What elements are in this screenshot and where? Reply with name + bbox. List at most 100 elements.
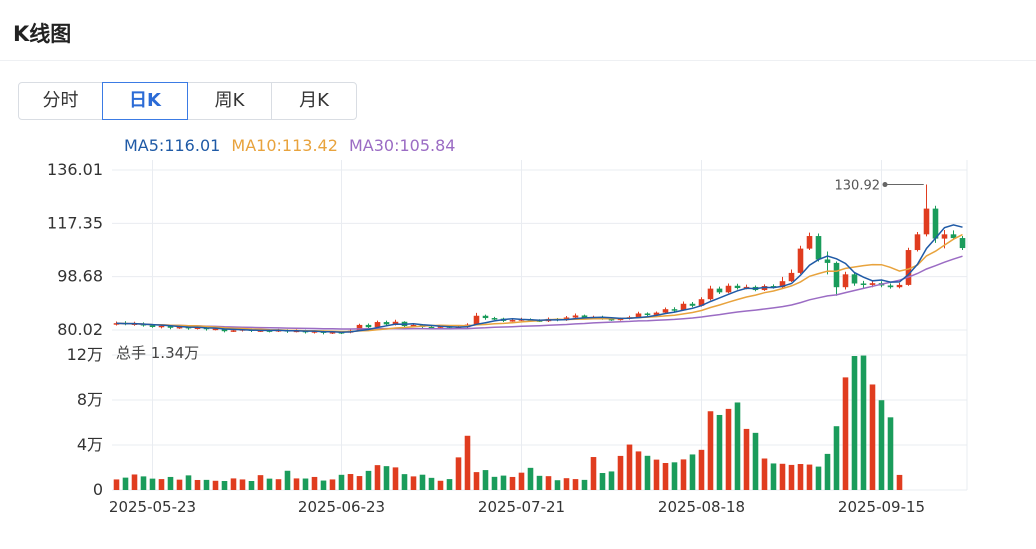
tab-weekly-k[interactable]: 周K: [188, 83, 272, 119]
volume-bar: [185, 475, 192, 490]
candle-body: [428, 326, 435, 329]
candle-body: [437, 326, 444, 328]
candle-body: [212, 328, 219, 331]
candle-body: [689, 303, 696, 306]
volume-bar: [581, 479, 588, 490]
max-marker-dot: [882, 182, 888, 188]
volume-bar: [689, 454, 696, 490]
volume-bar: [347, 474, 354, 490]
candle-body: [932, 208, 939, 239]
date-tick-label: 2025-07-21: [478, 498, 565, 516]
volume-bar: [563, 478, 570, 490]
candle-body: [608, 318, 615, 321]
volume-bar: [572, 479, 579, 490]
volume-bar: [257, 475, 264, 490]
volume-bar: [680, 459, 687, 490]
volume-bar: [212, 480, 219, 490]
volume-bar: [176, 479, 183, 490]
ma5-legend: MA5:116.01: [124, 136, 221, 155]
volume-bar: [230, 478, 237, 490]
volume-bar: [194, 479, 201, 490]
volume-tick-label: 4万: [77, 435, 103, 454]
volume-bar: [788, 464, 795, 490]
volume-bar: [167, 476, 174, 490]
candle-body: [698, 299, 705, 306]
candle-body: [509, 320, 516, 322]
candle-body: [671, 309, 678, 311]
price-tick-label: 98.68: [57, 267, 103, 286]
candle-body: [221, 328, 228, 332]
volume-bar: [554, 480, 561, 490]
candle-body: [680, 303, 687, 311]
volume-bar: [698, 449, 705, 490]
volume-bar: [770, 463, 777, 490]
volume-bar: [131, 474, 138, 490]
candle-body: [788, 272, 795, 282]
volume-bar: [878, 400, 885, 490]
candle-body: [770, 286, 777, 288]
candle-body: [815, 236, 822, 260]
volume-bar: [617, 455, 624, 490]
candle-body: [356, 324, 363, 331]
title-divider: [0, 60, 1036, 61]
volume-bar: [473, 472, 480, 490]
candle-body: [482, 315, 489, 319]
volume-bar: [158, 479, 165, 490]
volume-bar: [428, 477, 435, 490]
candle-body: [914, 234, 921, 251]
candle-body: [725, 285, 732, 293]
volume-bar: [320, 480, 327, 490]
volume-bar: [833, 426, 840, 490]
volume-bar: [284, 470, 291, 490]
volume-bar: [311, 476, 318, 490]
candle-body: [779, 281, 786, 288]
volume-bar: [302, 478, 309, 490]
volume-bar: [419, 474, 426, 490]
volume-tick-label: 8万: [77, 390, 103, 409]
price-tick-label: 80.02: [57, 320, 103, 339]
candle-body: [383, 322, 390, 325]
candle-body: [707, 288, 714, 300]
date-tick-label: 2025-06-23: [298, 498, 385, 516]
volume-bar: [743, 428, 750, 490]
volume-bar: [662, 463, 669, 490]
tab-daily-k[interactable]: 日K: [102, 82, 188, 120]
volume-bar: [365, 470, 372, 490]
volume-bar: [671, 462, 678, 490]
volume-bar: [374, 465, 381, 490]
volume-bar: [266, 478, 273, 490]
volume-bar: [464, 435, 471, 490]
candle-body: [230, 330, 237, 332]
volume-bar: [797, 464, 804, 490]
volume-bar: [842, 377, 849, 490]
candle-body: [572, 315, 579, 318]
candle-body: [824, 259, 831, 263]
candle-body: [905, 250, 912, 285]
candle-body: [617, 318, 624, 321]
candle-body: [941, 234, 948, 239]
candle-body: [869, 283, 876, 285]
volume-bar: [329, 479, 336, 490]
candle-body: [581, 315, 588, 318]
candle-body: [491, 318, 498, 320]
candle-body: [635, 313, 642, 318]
volume-bar: [392, 467, 399, 490]
volume-bar: [293, 478, 300, 490]
candle-body: [662, 309, 669, 313]
candle-body: [149, 325, 156, 327]
volume-bar: [590, 457, 597, 490]
candle-body: [896, 284, 903, 288]
candle-body: [806, 236, 813, 249]
candle-body: [860, 283, 867, 285]
candle-body: [473, 315, 480, 325]
candle-body: [797, 248, 804, 273]
tab-monthly-k[interactable]: 月K: [299, 90, 329, 111]
ma30-legend: MA30:105.84: [348, 136, 456, 155]
volume-bar: [122, 477, 129, 490]
volume-bar: [887, 417, 894, 490]
volume-bar: [824, 453, 831, 490]
volume-tick-label: 12万: [67, 345, 103, 364]
volume-bar: [482, 470, 489, 490]
candle-body: [329, 332, 336, 334]
